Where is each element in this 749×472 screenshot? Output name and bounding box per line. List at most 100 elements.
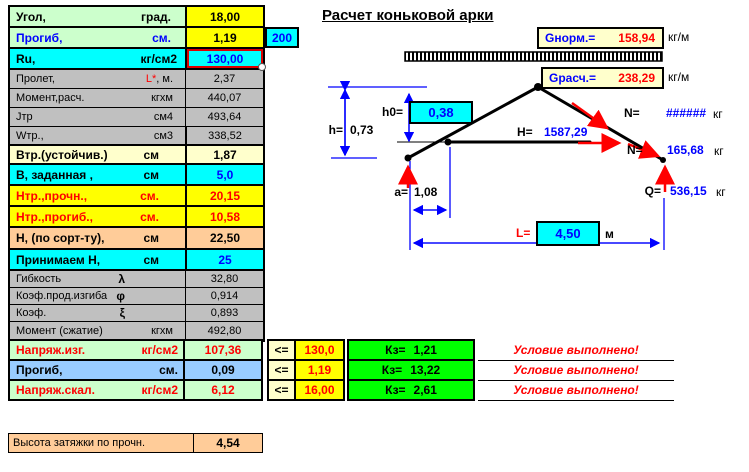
table-row: Нтр.,прогиб., см. 10,58: [10, 207, 263, 228]
joint-dots: [404, 83, 666, 163]
row-label: Принимаем Н, см: [10, 250, 185, 269]
Q-value: 536,15: [670, 184, 707, 198]
table-row: Нтр.,прочн., см. 20,15: [10, 186, 263, 207]
output-cell: 1,87: [185, 146, 263, 163]
row-label: Прогиб, см.: [10, 28, 185, 47]
table-row: Момент (сжатие) кгхм 492,80: [10, 322, 263, 340]
table-row: Коэф. ξ 0,893: [10, 305, 263, 322]
row-label: Ru, кг/см2: [10, 49, 185, 68]
gnorm-unit: кг/м: [668, 30, 690, 44]
L-input-cell[interactable]: 4,50: [536, 221, 600, 246]
safety-factor-cell: Кз= 2,61: [347, 379, 475, 401]
selected-cell-ru[interactable]: 130,00: [185, 49, 266, 71]
parameter-table: Угол, град. 18,00 Прогиб, см. 1,19 Ru, кг/с…: [8, 5, 266, 342]
N2-label: N=: [627, 143, 643, 157]
output-cell: 492,80: [185, 322, 263, 340]
table-row: Момент,расч. кгхм 440,07: [10, 89, 263, 108]
row-label: Коэф.прод.изгиба φ: [10, 288, 185, 304]
output-cell: 493,64: [185, 108, 263, 126]
a-value: 1,08: [414, 185, 438, 199]
force-arrows: [398, 101, 675, 192]
table-row: Гибкость λ 32,80: [10, 271, 263, 288]
load-bar-icon: [404, 51, 663, 62]
gnorm-box: Gнорм.= 158,94: [537, 27, 664, 49]
H-label: H=: [517, 125, 533, 139]
grasch-unit: кг/м: [668, 70, 690, 84]
table-row: В, заданная , см 5,0: [10, 165, 263, 186]
footer-row: Высота затяжки по прочн. 4,54: [8, 433, 263, 453]
result-row: Прогиб, см. 0,09 <= 1,19 Кз= 13,22 Условие…: [8, 359, 674, 381]
N2-value: 165,68: [667, 143, 704, 157]
output-cell: 2,37: [185, 70, 263, 88]
footer-label: Высота затяжки по прочн.: [8, 433, 194, 453]
row-label: Угол, град.: [10, 7, 185, 26]
output-cell: 440,07: [185, 89, 263, 107]
row-label: Гибкость λ: [10, 271, 185, 287]
output-cell: 20,15: [185, 186, 263, 205]
Q-label: Q=: [644, 184, 661, 198]
table-row: Коэф.прод.изгиба φ 0,914: [10, 288, 263, 305]
L-label: L=: [516, 226, 531, 240]
row-label: Момент,расч. кгхм: [10, 89, 185, 107]
h-value: 0,73: [350, 123, 374, 137]
N1-label: N=: [624, 106, 640, 120]
row-label: Н, (по сорт-ту), см: [10, 228, 185, 248]
result-label: Напряж.скал. кг/см2: [8, 379, 185, 401]
N1-value-overflow: ######: [666, 106, 707, 120]
H-value: 1587,29: [544, 125, 588, 139]
check-results: Напряж.изг. кг/см2 107,36 <= 130,0 Кз= 1,2…: [8, 339, 674, 401]
table-row: Принимаем Н, см 25: [10, 250, 263, 271]
row-label: Момент (сжатие) кгхм: [10, 322, 185, 340]
N1-unit: кг: [713, 107, 723, 121]
table-row: Втр.(устойчив.) см 1,87: [10, 146, 263, 165]
N2-unit: кг: [714, 144, 724, 158]
table-row: Ru, кг/см2 130,00: [10, 49, 266, 71]
fill-handle[interactable]: [258, 63, 266, 71]
result-row: Напряж.изг. кг/см2 107,36 <= 130,0 Кз= 1,2…: [8, 339, 674, 361]
h0-label: h0=: [382, 105, 404, 119]
row-label: Нтр.,прочн., см.: [10, 186, 185, 205]
row-label: Wтр., см3: [10, 127, 185, 144]
table-row: Wтр., см3 338,52: [10, 127, 263, 146]
table-row: Угол, град. 18,00: [10, 7, 263, 28]
status-text: Условие выполнено!: [478, 379, 674, 401]
row-label: Jтр см4: [10, 108, 185, 126]
h0-input-cell[interactable]: 0,38: [409, 101, 473, 124]
result-row: Напряж.скал. кг/см2 6,12 <= 16,00 Кз= 2,61…: [8, 379, 674, 401]
output-cell: 32,80: [185, 271, 263, 287]
a-label: a=: [394, 185, 408, 199]
L-unit: м: [605, 227, 614, 241]
input-cell-deflection-ratio[interactable]: 200: [265, 27, 299, 48]
row-label: Нтр.,прогиб., см.: [10, 207, 185, 226]
limit-cell[interactable]: 130,0: [294, 339, 345, 361]
Q-unit: кг: [716, 185, 726, 199]
safety-factor-cell: Кз= 1,21: [347, 339, 475, 361]
row-label: Пролет, L*, м.: [10, 70, 185, 88]
status-text: Условие выполнено!: [478, 339, 674, 361]
input-cell-angle[interactable]: 18,00: [185, 7, 263, 26]
output-cell: 338,52: [185, 127, 263, 144]
table-row: Н, (по сорт-ту), см 22,50: [10, 228, 263, 250]
status-text: Условие выполнено!: [478, 359, 674, 381]
input-cell-h[interactable]: 25: [185, 250, 263, 269]
footer-value: 4,54: [193, 433, 263, 453]
output-cell: 22,50: [185, 228, 263, 248]
input-cell-deflection[interactable]: 1,19: [185, 28, 263, 47]
result-value: 6,12: [183, 379, 263, 401]
output-cell: 0,893: [185, 305, 263, 321]
output-cell: 0,914: [185, 288, 263, 304]
grasch-box: Gрасч.= 238,29: [541, 67, 664, 89]
limit-cell[interactable]: 16,00: [294, 379, 345, 401]
row-label: Коэф. ξ: [10, 305, 185, 321]
page-title: Расчет коньковой арки: [322, 7, 494, 24]
table-row: Пролет, L*, м. 2,37: [10, 70, 263, 89]
result-label: Напряж.изг. кг/см2: [8, 339, 185, 361]
row-label: В, заданная , см: [10, 165, 185, 184]
output-cell: 10,58: [185, 207, 263, 226]
row-label: Втр.(устойчив.) см: [10, 146, 185, 163]
table-row: Jтр см4 493,64: [10, 108, 263, 127]
input-cell-b[interactable]: 5,0: [185, 165, 263, 184]
table-row: Прогиб, см. 1,19: [10, 28, 263, 49]
h-label: h=: [328, 123, 343, 137]
